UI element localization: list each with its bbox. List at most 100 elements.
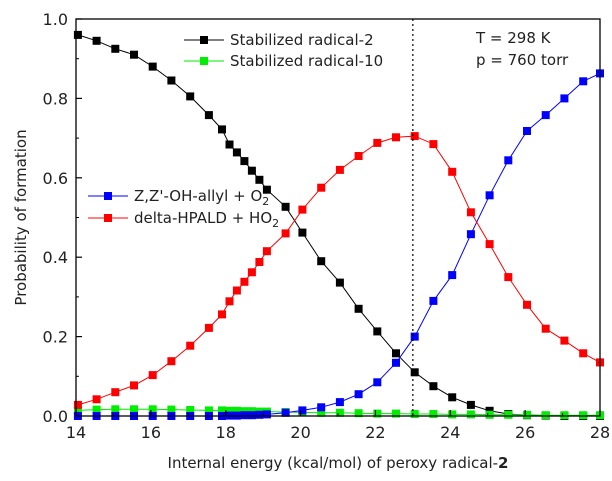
data-point-z-z-oh-allyl-o2 (262, 410, 271, 419)
data-point-delta-hpald-ho2 (130, 381, 138, 390)
data-point-delta-hpald-ho2 (167, 357, 176, 366)
data-point-z-z-oh-allyl-o2 (410, 332, 419, 341)
data-point-stabilized-radical-2 (204, 111, 213, 120)
y-tick-label: 0.8 (43, 89, 68, 108)
data-point-delta-hpald-ho2 (579, 349, 588, 358)
data-point-stabilized-radical-2 (240, 157, 249, 166)
data-point-z-z-oh-allyl-o2 (392, 358, 400, 367)
data-point-stabilized-radical-2 (281, 202, 290, 211)
data-point-z-z-oh-allyl-o2 (255, 410, 264, 419)
data-point-delta-hpald-ho2 (262, 247, 271, 256)
data-point-z-z-oh-allyl-o2 (317, 403, 326, 412)
data-point-stabilized-radical-10 (111, 405, 120, 414)
x-tick-label: 18 (216, 423, 236, 442)
data-point-delta-hpald-ho2 (373, 138, 382, 147)
data-point-stabilized-radical-2 (130, 50, 138, 59)
data-point-stabilized-radical-10 (232, 406, 241, 415)
data-point-stabilized-radical-10 (448, 410, 457, 419)
data-point-delta-hpald-ho2 (92, 395, 101, 404)
legend-marker-stabilized-radical-2 (200, 36, 208, 44)
data-point-z-z-oh-allyl-o2 (335, 398, 344, 407)
data-point-stabilized-radical-2 (373, 327, 382, 336)
data-point-stabilized-radical-10 (523, 410, 531, 419)
data-point-stabilized-radical-2 (466, 400, 475, 409)
data-point-stabilized-radical-10 (541, 411, 550, 420)
data-point-z-z-oh-allyl-o2 (247, 411, 256, 420)
data-point-stabilized-radical-2 (255, 175, 264, 184)
data-point-delta-hpald-ho2 (429, 140, 438, 149)
legend-top: Stabilized radical-2 Stabilized radical-… (184, 31, 383, 70)
data-point-stabilized-radical-2 (448, 393, 457, 402)
data-point-stabilized-radical-2 (392, 349, 400, 358)
data-point-z-z-oh-allyl-o2 (466, 230, 475, 239)
y-tick-label: 0.2 (43, 328, 68, 347)
legend-label-stabilized-radical-10: Stabilized radical-10 (230, 52, 383, 70)
x-tick-label: 22 (365, 423, 385, 442)
data-point-stabilized-radical-10 (335, 408, 344, 417)
series-line-delta-hpald-ho2 (77, 135, 601, 406)
data-point-z-z-oh-allyl-o2 (579, 77, 588, 86)
data-point-stabilized-radical-10 (410, 410, 419, 418)
data-point-stabilized-radical-10 (466, 410, 475, 419)
data-point-stabilized-radical-2 (410, 368, 419, 377)
data-point-delta-hpald-ho2 (111, 388, 120, 397)
data-point-z-z-oh-allyl-o2 (354, 390, 363, 399)
data-point-delta-hpald-ho2 (73, 400, 82, 409)
x-tick-label: 28 (590, 423, 610, 442)
data-point-stabilized-radical-10 (392, 409, 400, 418)
data-point-delta-hpald-ho2 (335, 165, 344, 174)
legend-label-delta-hpald: delta-HPALD + HO2 (134, 209, 279, 230)
data-point-stabilized-radical-10 (317, 408, 326, 417)
data-point-stabilized-radical-2 (148, 62, 157, 71)
data-point-stabilized-radical-2 (92, 36, 101, 45)
data-point-stabilized-radical-10 (579, 411, 588, 420)
data-point-delta-hpald-ho2 (466, 208, 475, 217)
data-point-delta-hpald-ho2 (204, 323, 213, 332)
data-point-stabilized-radical-2 (111, 44, 120, 53)
data-point-stabilized-radical-10 (560, 411, 569, 420)
y-tick-label: 0.0 (43, 407, 68, 426)
data-point-z-z-oh-allyl-o2 (373, 378, 382, 387)
data-point-stabilized-radical-10 (225, 406, 234, 415)
data-point-delta-hpald-ho2 (240, 277, 249, 286)
data-point-stabilized-radical-10 (504, 410, 513, 419)
data-point-z-z-oh-allyl-o2 (485, 191, 494, 200)
data-point-delta-hpald-ho2 (541, 324, 550, 333)
data-point-delta-hpald-ho2 (448, 167, 457, 176)
data-point-stabilized-radical-10 (148, 405, 157, 414)
data-point-delta-hpald-ho2 (247, 268, 256, 277)
data-point-delta-hpald-ho2 (523, 300, 531, 309)
data-point-delta-hpald-ho2 (410, 132, 419, 141)
data-point-stabilized-radical-2 (232, 148, 241, 157)
data-point-stabilized-radical-10 (204, 406, 213, 415)
data-point-z-z-oh-allyl-o2 (240, 411, 249, 420)
data-point-stabilized-radical-2 (167, 76, 176, 85)
x-tick-label: 26 (515, 423, 535, 442)
data-point-z-z-oh-allyl-o2 (281, 408, 290, 417)
data-point-stabilized-radical-10 (92, 405, 101, 414)
legend-left: Z,Z'-OH-allyl + O2 delta-HPALD + HO2 (88, 187, 279, 230)
data-point-delta-hpald-ho2 (186, 341, 195, 350)
x-tick-label: 16 (141, 423, 161, 442)
data-point-z-z-oh-allyl-o2 (298, 406, 307, 415)
legend-label-stabilized-radical-2: Stabilized radical-2 (230, 31, 374, 49)
data-point-stabilized-radical-10 (186, 406, 195, 414)
data-point-delta-hpald-ho2 (298, 205, 307, 214)
legend-marker-oh-allyl (104, 192, 112, 200)
x-axis-label: Internal energy (kcal/mol) of peroxy rad… (168, 454, 509, 472)
data-point-stabilized-radical-2 (262, 185, 271, 194)
y-tick-label: 0.6 (43, 169, 68, 188)
legend-marker-stabilized-radical-10 (200, 57, 208, 65)
y-tick-label: 0.4 (43, 248, 68, 267)
data-point-delta-hpald-ho2 (504, 273, 513, 282)
data-point-stabilized-radical-2 (247, 166, 256, 175)
data-point-delta-hpald-ho2 (225, 297, 234, 306)
series-line-z-z-oh-allyl-o2 (77, 72, 601, 417)
data-point-z-z-oh-allyl-o2 (523, 127, 531, 135)
data-point-stabilized-radical-2 (317, 257, 326, 266)
data-point-stabilized-radical-10 (429, 410, 438, 418)
data-point-delta-hpald-ho2 (317, 183, 326, 192)
data-point-stabilized-radical-2 (354, 304, 363, 313)
data-point-stabilized-radical-10 (130, 405, 138, 414)
legend-label-oh-allyl: Z,Z'-OH-allyl + O2 (134, 187, 269, 208)
